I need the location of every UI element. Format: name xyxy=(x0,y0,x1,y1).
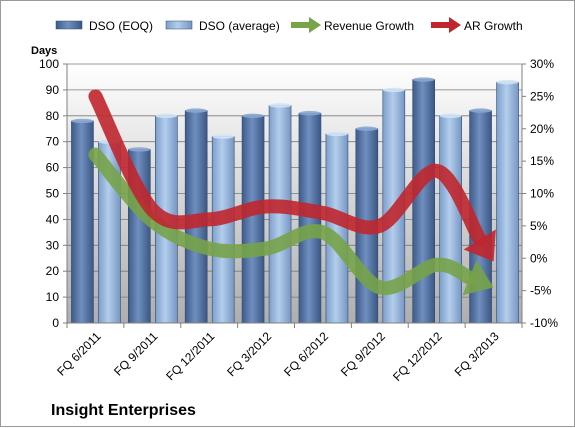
legend-label-dso-average: DSO (average) xyxy=(199,19,280,33)
bar-dso-eoq xyxy=(412,79,435,324)
x-tick-label: FQ 9/2011 xyxy=(111,329,161,379)
legend: DSO (EOQ) DSO (average) Revenue Growth AR G… xyxy=(55,17,523,33)
legend-arrowhead-ar-growth xyxy=(449,17,461,33)
x-tick-label: FQ 3/2013 xyxy=(452,329,502,379)
y-tick-label: 90 xyxy=(46,83,60,97)
x-tick-labels: FQ 6/2011 FQ 9/2011 FQ 12/2011 FQ 3/2012 FQ … xyxy=(54,329,502,384)
y-tick-label: 20 xyxy=(46,264,60,278)
bar-cap xyxy=(355,126,378,131)
y-tick-labels: 0 10 20 30 40 50 60 70 80 90 100 xyxy=(39,57,59,330)
y2-tick-labels: -10% -5% 0% 5% 10% 15% 20% 25% 30% xyxy=(530,57,558,330)
bar-dso-eoq xyxy=(241,115,265,324)
bar-dso-average xyxy=(496,81,519,324)
y2-tick-label: 25% xyxy=(530,89,554,103)
bar-cap xyxy=(298,111,321,116)
y2-tick-label: 30% xyxy=(530,57,554,71)
bar-cap xyxy=(155,113,178,119)
ar-growth-arrowhead xyxy=(463,229,496,262)
x-tick-label: FQ 12/2011 xyxy=(163,329,217,383)
y-tick-label: 10 xyxy=(46,290,60,304)
y-tick-label: 60 xyxy=(46,161,60,175)
y2-tick-label: -10% xyxy=(530,316,558,330)
legend-label-dso-eoq: DSO (EOQ) xyxy=(89,19,153,33)
bar-cap xyxy=(242,113,265,119)
bar-dso-average xyxy=(211,136,235,324)
y-tick-label: 70 xyxy=(46,135,60,149)
y2-tick-label: 0% xyxy=(530,251,548,265)
bar-cap xyxy=(128,147,151,152)
x-tick-label: FQ 12/2012 xyxy=(390,329,445,384)
bar-cap xyxy=(185,108,208,113)
y-tick-label: 50 xyxy=(46,187,60,201)
y2-tick-label: -5% xyxy=(530,284,552,298)
revenue-growth-arrowhead xyxy=(462,260,494,296)
bar-cap xyxy=(269,103,292,108)
y2-tick-label: 5% xyxy=(530,219,548,233)
y-tick-label: 80 xyxy=(46,109,60,123)
bar-cap xyxy=(212,134,235,139)
y2-tick-label: 20% xyxy=(530,122,554,136)
chart-title: Insight Enterprises xyxy=(51,402,196,419)
y2-tick-label: 15% xyxy=(530,154,554,168)
bar-cap xyxy=(469,108,492,113)
x-tick-label: FQ 6/2012 xyxy=(281,329,331,379)
y-tick-label: 40 xyxy=(46,212,60,226)
x-tick-label: FQ 3/2012 xyxy=(224,329,274,379)
y-tick-label: 100 xyxy=(39,57,59,71)
legend-label-revenue-growth: Revenue Growth xyxy=(324,19,414,33)
bar-cap xyxy=(439,113,462,119)
y-tick-label: 30 xyxy=(46,238,60,252)
bar-cap xyxy=(496,79,519,85)
ar-growth-line xyxy=(88,89,487,247)
x-tick-label: FQ 6/2011 xyxy=(54,329,104,379)
axes xyxy=(63,63,526,328)
legend-swatch-dso-eoq xyxy=(55,20,83,30)
arrows xyxy=(88,89,496,296)
bar-dso-average xyxy=(439,115,462,324)
revenue-growth-line xyxy=(88,147,477,296)
bar-cap xyxy=(382,87,405,93)
bar-cap xyxy=(71,118,94,124)
x-tick-label: FQ 9/2012 xyxy=(338,329,388,379)
bar-cap xyxy=(325,131,348,137)
y-tick-label: 0 xyxy=(52,316,59,330)
legend-arrowhead-revenue-growth xyxy=(309,17,321,33)
y-axis-title: Days xyxy=(31,45,57,57)
bar-cap xyxy=(412,77,435,82)
legend-swatch-dso-average xyxy=(165,20,193,30)
y2-tick-label: 10% xyxy=(530,187,554,201)
legend-label-ar-growth: AR Growth xyxy=(464,19,523,33)
